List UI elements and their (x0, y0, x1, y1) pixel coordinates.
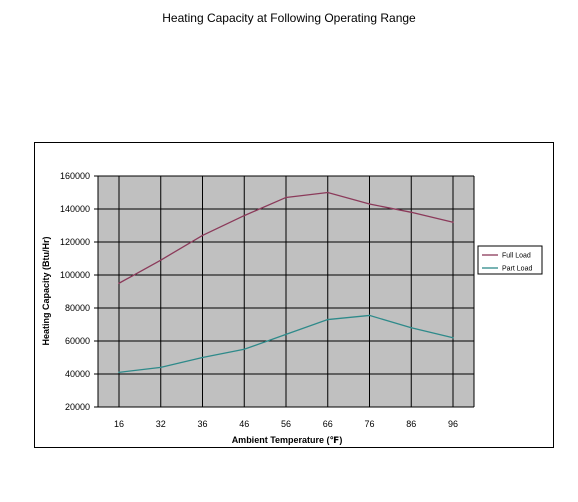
x-tick-label: 36 (197, 419, 207, 429)
legend-box (477, 245, 543, 275)
data-point-part-load (118, 371, 120, 374)
x-tick-label: 32 (156, 419, 166, 429)
legend: Full Load Part Load (477, 245, 543, 275)
y-tick-label: 160000 (60, 171, 90, 181)
data-point-full-load (368, 203, 371, 205)
data-point-part-load (368, 314, 371, 317)
data-point-part-load (452, 336, 454, 339)
y-tick-label: 20000 (65, 402, 90, 412)
y-tick-label: 100000 (60, 270, 90, 280)
y-tick-label: 80000 (65, 303, 90, 313)
data-point-full-load (452, 221, 454, 223)
x-tick-label: 86 (406, 419, 416, 429)
data-point-part-load (285, 333, 287, 336)
y-tick-label: 120000 (60, 237, 90, 247)
data-point-part-load (410, 327, 413, 329)
y-axis-title: Heating Capacity (Btu/Hr) (41, 236, 51, 345)
data-point-full-load (326, 191, 329, 194)
data-point-part-load (326, 318, 329, 321)
page-title: Heating Capacity at Following Operating … (162, 11, 416, 25)
x-tick-label: 66 (323, 419, 333, 429)
data-point-full-load (243, 214, 246, 217)
data-point-full-load (285, 196, 287, 199)
x-tick-label: 76 (364, 419, 374, 429)
legend-label-full-load: Full Load (502, 253, 531, 260)
legend-label-part-load: Part Load (502, 266, 532, 273)
y-tick-label: 40000 (65, 369, 90, 379)
x-tick-label: 56 (281, 419, 291, 429)
data-point-part-load (159, 366, 162, 369)
x-tick-label: 46 (239, 419, 249, 429)
y-tick-label: 60000 (65, 336, 90, 346)
data-point-full-load (201, 234, 204, 237)
x-tick-label: 96 (448, 419, 458, 429)
data-point-full-load (410, 211, 413, 214)
data-point-part-load (243, 348, 246, 351)
y-tick-label: 140000 (60, 204, 90, 214)
data-point-part-load (201, 356, 204, 359)
x-axis-title: Ambient Temperature (℉) (232, 435, 343, 445)
x-tick-label: 16 (114, 419, 124, 429)
data-point-full-load (159, 259, 162, 261)
data-point-full-load (118, 282, 120, 285)
